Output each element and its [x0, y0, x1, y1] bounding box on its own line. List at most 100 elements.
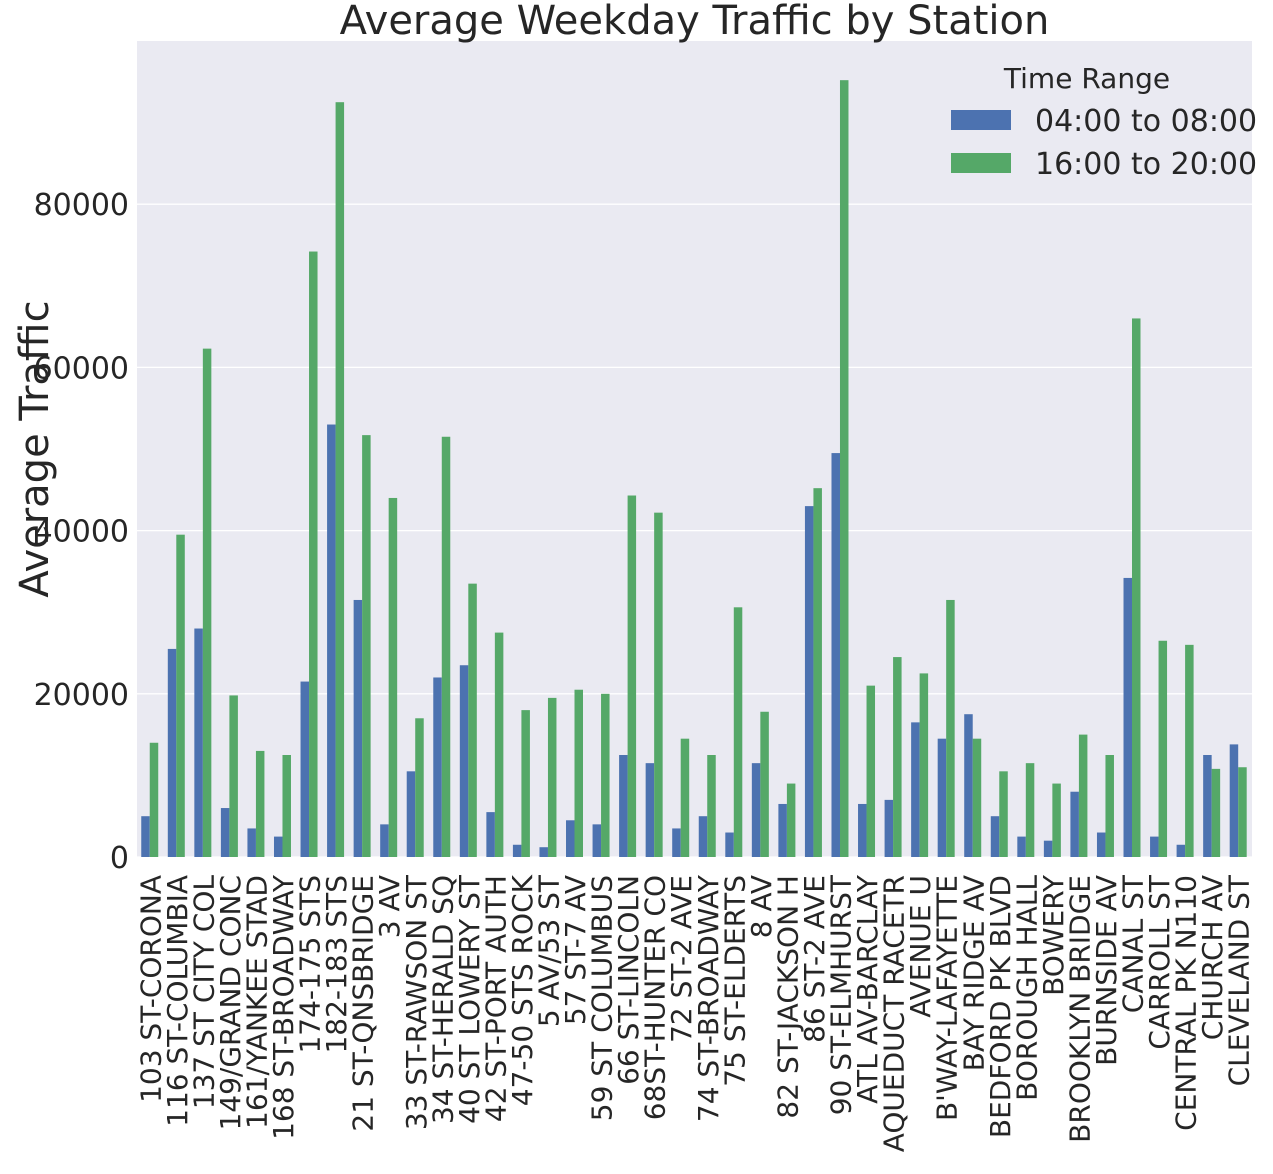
- x-tick-label: 182-183 STS: [320, 875, 353, 1054]
- bar: [1150, 836, 1159, 857]
- bar: [1132, 318, 1141, 857]
- x-tick-label: CARROLL ST: [1143, 874, 1176, 1050]
- bar: [1025, 763, 1035, 857]
- bar: [486, 812, 495, 857]
- x-tick-label: ATL AV-BARCLAY: [851, 874, 884, 1104]
- y-axis-ticks: 0 20000 40000 60000 80000: [34, 188, 129, 876]
- x-tick-label: 33 ST-RAWSON ST: [400, 874, 433, 1130]
- bar: [300, 681, 310, 857]
- y-tick-label: 20000: [34, 678, 129, 713]
- legend-swatch-series-1[interactable]: [951, 110, 1011, 130]
- bar: [645, 763, 655, 857]
- bar: [380, 824, 389, 857]
- bar: [972, 738, 982, 857]
- x-tick-label: 47-50 STS ROCK: [506, 874, 539, 1106]
- x-tick-label: 103 ST-CORONA: [134, 875, 167, 1103]
- bar: [937, 738, 947, 857]
- x-tick-label: 66 ST-LINCOLN: [612, 875, 645, 1085]
- bar: [441, 436, 451, 857]
- bar: [1070, 791, 1079, 857]
- bar: [566, 820, 575, 857]
- y-axis-label: Average Traffic: [12, 300, 58, 597]
- x-tick-label: 82 ST-JACKSON H: [771, 875, 804, 1119]
- bar: [433, 677, 442, 857]
- bar: [202, 348, 212, 857]
- x-tick-label: 72 ST-2 AVE: [665, 875, 698, 1043]
- x-tick-label: CHURCH AV: [1196, 875, 1229, 1040]
- bar: [619, 755, 628, 857]
- bar: [760, 711, 769, 857]
- bar: [362, 435, 371, 857]
- bar: [866, 685, 876, 857]
- x-tick-label: 174-175 STS: [294, 875, 327, 1054]
- bar: [813, 488, 822, 857]
- x-tick-label: 42 ST-PORT AUTH: [479, 875, 512, 1122]
- x-tick-label: B'WAY-LAFAYETTE: [931, 875, 964, 1121]
- x-tick-label: 90 ST-ELMHURST: [825, 874, 858, 1115]
- x-tick-label: 34 ST-HERALD SQ: [426, 875, 459, 1124]
- x-tick-label: CANAL ST: [1117, 874, 1150, 1013]
- bar: [1185, 644, 1194, 857]
- y-tick-label: 40000: [34, 515, 129, 550]
- bar: [1017, 836, 1026, 857]
- x-tick-label: 74 ST-BROADWAY: [692, 874, 725, 1122]
- bar: [220, 808, 230, 857]
- bar: [919, 673, 929, 857]
- bar: [335, 102, 345, 857]
- bar: [858, 803, 867, 857]
- bar: [574, 689, 583, 857]
- x-tick-label: 116 ST-COLUMBIA: [161, 875, 194, 1127]
- bar: [893, 657, 902, 857]
- x-tick-label: 5 AV/53 ST: [532, 874, 565, 1027]
- bar: [725, 832, 734, 857]
- x-tick-label: CENTRAL PK N110: [1170, 875, 1203, 1131]
- bar: [1052, 783, 1061, 857]
- bar: [406, 771, 416, 857]
- x-tick-label: 86 ST-2 AVE: [798, 875, 831, 1043]
- bar: [512, 844, 522, 857]
- bar: [327, 424, 336, 857]
- bar: [707, 755, 716, 857]
- grid-lines: [137, 203, 1252, 858]
- x-tick-label: 168 ST-BROADWAY: [267, 874, 300, 1140]
- x-tick-label: 149/GRAND CONC: [214, 875, 247, 1131]
- bar: [1211, 768, 1221, 857]
- bar: [255, 750, 265, 857]
- bar: [778, 803, 787, 857]
- bar: [229, 695, 238, 857]
- bar: [627, 495, 637, 857]
- bar: [1203, 755, 1212, 857]
- x-tick-label: 161/YANKEE STAD: [240, 875, 273, 1129]
- bar: [1229, 744, 1239, 857]
- x-tick-label: BOROUGH HALL: [1010, 875, 1043, 1101]
- legend-label-series-1: 04:00 to 08:00: [1035, 104, 1257, 139]
- x-tick-label: 21 ST-QNSBRIDGE: [347, 875, 380, 1132]
- bar: [804, 506, 814, 857]
- x-tick-label: 3 AV: [373, 875, 406, 938]
- bar: [672, 828, 681, 857]
- x-tick-label: 137 ST CITY COL: [187, 875, 220, 1110]
- bars: [141, 80, 1247, 858]
- x-tick-label: BAY RIDGE AV: [957, 875, 990, 1071]
- bar: [786, 783, 796, 857]
- bar: [592, 824, 602, 857]
- x-tick-label: BURNSIDE AV: [1090, 875, 1123, 1066]
- bar: [273, 836, 283, 857]
- bar: [654, 512, 663, 857]
- x-tick-label: BROOKLYN BRIDGE: [1063, 875, 1096, 1143]
- bar: [176, 534, 185, 857]
- y-tick-label: 60000: [34, 351, 129, 386]
- x-tick-label: 68ST-HUNTER CO: [639, 875, 672, 1120]
- bar: [494, 632, 504, 857]
- bar: [1043, 840, 1053, 857]
- bar: [839, 80, 849, 858]
- legend-label-series-2: 16:00 to 20:00: [1035, 147, 1257, 182]
- bar: [990, 816, 1000, 857]
- bar: [911, 722, 920, 857]
- chart-title: Average Weekday Traffic by Station: [340, 0, 1050, 44]
- bar: [1158, 640, 1168, 857]
- legend-swatch-series-2[interactable]: [951, 153, 1011, 173]
